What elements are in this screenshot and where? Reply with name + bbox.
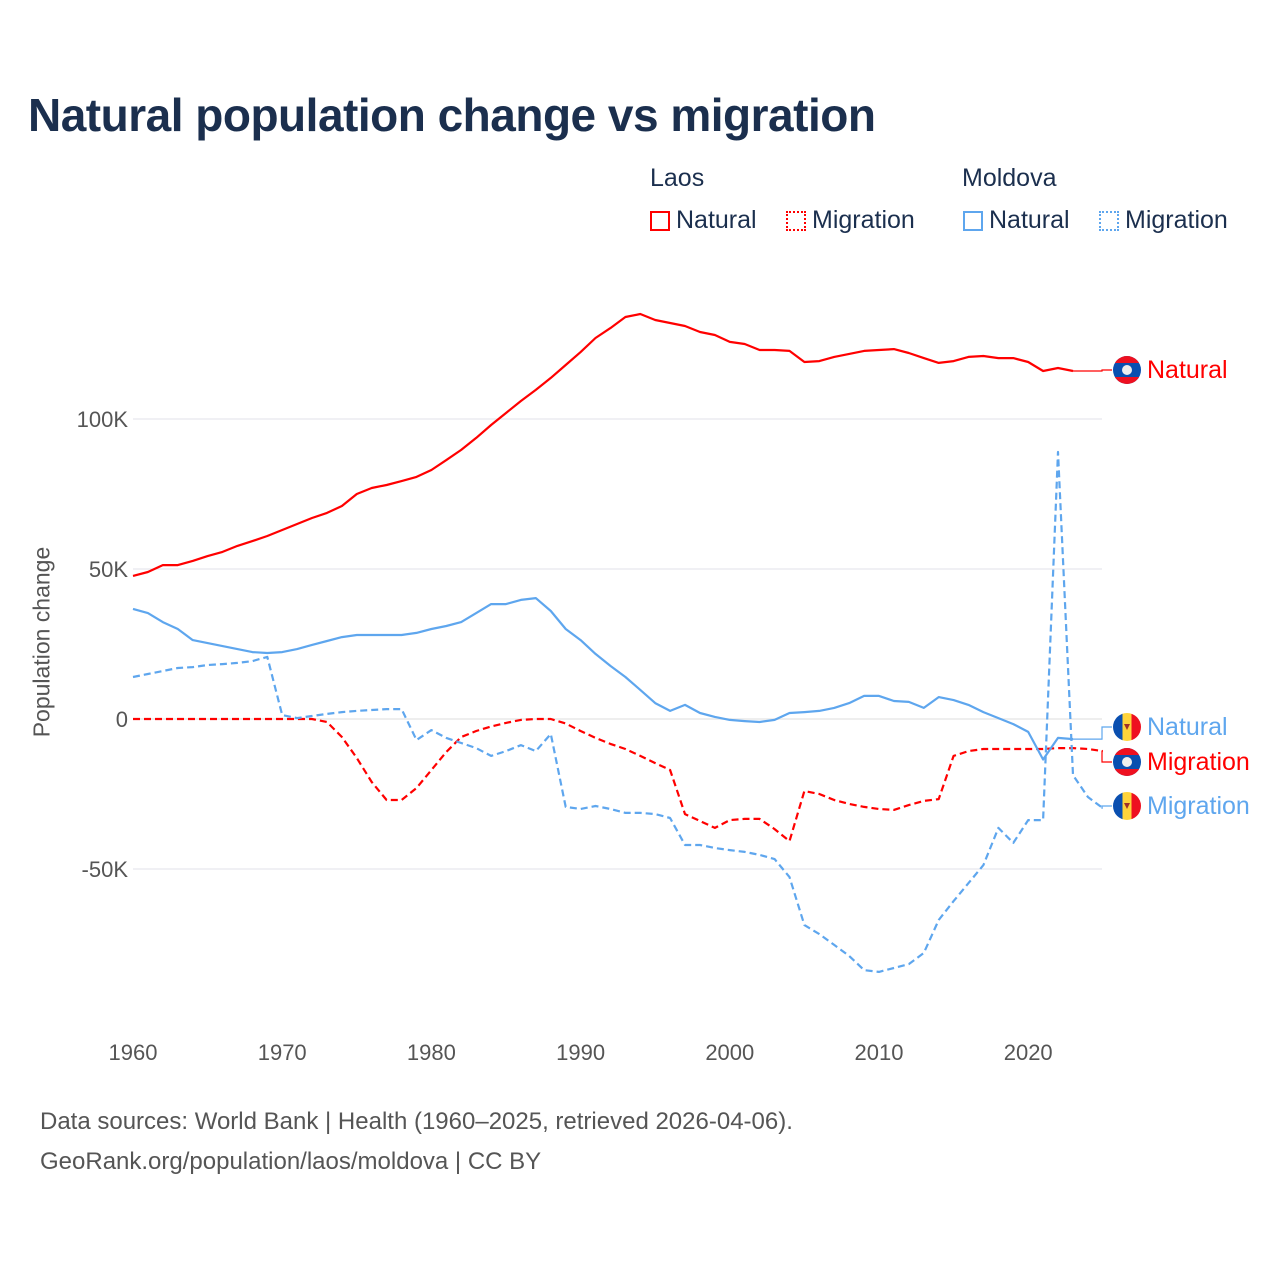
- laos-flag-icon: [1113, 748, 1141, 776]
- series-line-moldova-natural: [132, 597, 1074, 761]
- footer-sources: Data sources: World Bank | Health (1960–…: [40, 1108, 793, 1135]
- series-end-label: Migration: [1147, 792, 1250, 820]
- legend-group-laos: Laos: [650, 164, 705, 192]
- leader-line: [1072, 726, 1112, 740]
- x-tick-label: 1960: [109, 1040, 158, 1065]
- y-tick-label: 0: [116, 707, 128, 732]
- chart-title: Natural population change vs migration: [28, 89, 876, 141]
- x-tick-label: 1980: [407, 1040, 456, 1065]
- series-line-moldova-migration: [132, 450, 1104, 973]
- solid-swatch-icon: [650, 210, 670, 231]
- x-tick-label: 2000: [705, 1040, 754, 1065]
- series-end-label: Natural: [1147, 356, 1228, 384]
- legend-item-moldova-natural[interactable]: Natural: [963, 206, 1070, 235]
- legend-item-laos-natural[interactable]: Natural: [650, 206, 757, 235]
- y-tick-label: -50K: [82, 857, 129, 882]
- moldova-flag-icon: [1113, 713, 1142, 741]
- moldova-flag-icon: [1113, 792, 1142, 820]
- series-end-label: Migration: [1147, 748, 1250, 776]
- legend-label: Migration: [812, 206, 915, 234]
- series-line-laos-natural: [132, 312, 1074, 577]
- legend-item-moldova-migration[interactable]: Migration: [1099, 206, 1228, 235]
- solid-swatch-icon: [963, 210, 983, 231]
- legend-label: Migration: [1125, 206, 1228, 234]
- y-tick-label: 100K: [77, 407, 129, 432]
- legend-item-laos-migration[interactable]: Migration: [786, 206, 915, 235]
- leader-line: [1101, 805, 1112, 809]
- dotted-swatch-icon: [1099, 210, 1119, 231]
- leader-line: [1072, 369, 1112, 372]
- laos-flag-icon: [1113, 356, 1141, 384]
- series-line-laos-migration: [133, 717, 1103, 843]
- legend-label: Natural: [989, 206, 1070, 234]
- x-tick-label: 1990: [556, 1040, 605, 1065]
- legend-group-moldova: Moldova: [962, 164, 1057, 192]
- footer-attribution: GeoRank.org/population/laos/moldova | CC…: [40, 1148, 542, 1175]
- legend-label: Natural: [676, 206, 757, 234]
- leader-line: [1101, 750, 1112, 763]
- x-tick-label: 2010: [855, 1040, 904, 1065]
- series-end-label: Natural: [1147, 713, 1228, 741]
- dotted-swatch-icon: [786, 210, 806, 231]
- x-tick-label: 1970: [258, 1040, 307, 1065]
- y-tick-label: 50K: [89, 557, 128, 582]
- x-tick-label: 2020: [1004, 1040, 1053, 1065]
